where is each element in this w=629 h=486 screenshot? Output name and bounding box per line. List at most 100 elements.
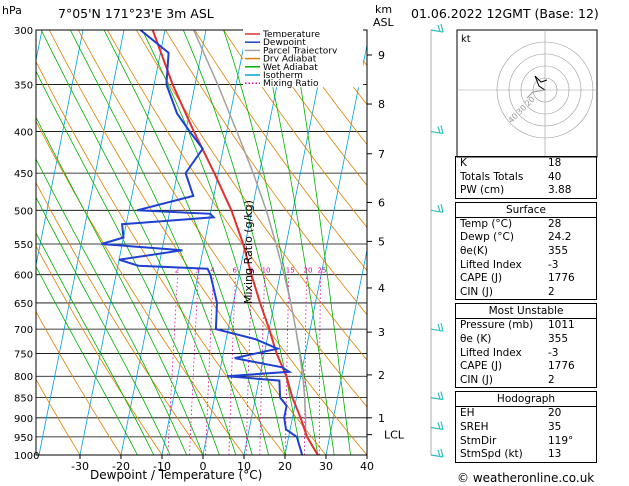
isotherm-line bbox=[284, 42, 367, 455]
plot-frame bbox=[35, 29, 368, 456]
mu-pres-value: 1011 bbox=[548, 319, 575, 332]
wind-barb bbox=[430, 125, 444, 135]
wind-barb-flag bbox=[437, 392, 441, 400]
isotherm-line bbox=[36, 30, 84, 268]
pressure-tick-label: 650 bbox=[14, 299, 33, 310]
surface-cin-label: CIN (J) bbox=[460, 285, 493, 298]
legend-bg bbox=[243, 78, 363, 88]
stmdir-label: StmDir bbox=[460, 434, 497, 447]
wind-barb bbox=[430, 421, 444, 431]
x-tick-label: 10 bbox=[237, 460, 251, 473]
dry-adiabat-line bbox=[223, 30, 367, 229]
hpa-label: hPa bbox=[2, 4, 22, 17]
x-tick-label: 30 bbox=[319, 460, 333, 473]
surface-temp-value: 28 bbox=[548, 217, 562, 230]
wet-adiabat-line bbox=[36, 196, 171, 455]
srh-label: SREH bbox=[460, 420, 489, 433]
wind-barb-flag bbox=[437, 24, 441, 32]
wet-adiabat-line bbox=[36, 265, 138, 455]
wet-adiabat-line bbox=[36, 116, 204, 455]
dry-adiabat-line bbox=[36, 378, 81, 455]
dry-adiabat-line bbox=[77, 30, 367, 455]
dry-adiabat-line bbox=[48, 30, 327, 455]
mixing-ratio-label: 6 bbox=[232, 267, 237, 275]
legend-bg bbox=[243, 61, 363, 71]
pressure-tick-label: 950 bbox=[14, 433, 33, 444]
mu-cape-value: 1776 bbox=[548, 360, 575, 373]
wet-adiabat-line bbox=[40, 30, 237, 455]
dry-adiabat-line bbox=[36, 120, 245, 455]
mu-theta-label: θe (K) bbox=[460, 332, 492, 345]
asl-label: ASL bbox=[373, 16, 394, 29]
wind-barb bbox=[430, 322, 444, 332]
mu-cin-value: 2 bbox=[548, 373, 555, 386]
tt-value: 40 bbox=[548, 170, 562, 183]
wind-barb-flag bbox=[440, 125, 444, 134]
km-label: km bbox=[375, 3, 393, 16]
profile-lines bbox=[101, 30, 319, 455]
legend-bg bbox=[243, 53, 363, 63]
mu-li-value: -3 bbox=[548, 346, 559, 359]
mixing-ratio-label: 4 bbox=[210, 267, 215, 275]
legend-entry: Dry Adiabat bbox=[263, 55, 317, 65]
x-tick-label: 0 bbox=[200, 460, 207, 473]
km-tick-label: 9 bbox=[378, 49, 385, 62]
pressure-tick-label: 400 bbox=[14, 128, 33, 139]
mixing-ratio-label: 2 bbox=[175, 267, 179, 275]
mixing-ratio-label: 15 bbox=[286, 267, 295, 275]
wind-barb-flag bbox=[437, 449, 441, 457]
wet-adiabat-line bbox=[36, 70, 220, 455]
pressure-tick-label: 550 bbox=[14, 240, 33, 251]
tt-label: Totals Totals bbox=[460, 170, 524, 183]
legend-entry: Parcel Trajectory bbox=[263, 46, 338, 56]
pressure-tick-label: 850 bbox=[14, 394, 33, 405]
x-tick-label: -30 bbox=[71, 460, 89, 473]
wet-adiabat-line bbox=[36, 158, 187, 455]
x-tick-label: -10 bbox=[153, 460, 171, 473]
surface-dewp-label: Dewp (°C) bbox=[460, 231, 514, 244]
isotherm-line bbox=[38, 30, 125, 455]
mixing-ratio-label: 10 bbox=[262, 267, 271, 275]
km-tick-label: 3 bbox=[378, 326, 385, 339]
wind-barb-flag bbox=[437, 422, 441, 430]
indices-box: K 18 Totals Totals 40 PW (cm) 3.88 bbox=[455, 156, 597, 199]
dry-adiabat-line bbox=[194, 30, 367, 272]
surface-temp-label: Temp (°C) bbox=[460, 217, 513, 230]
wind-barb-flag bbox=[440, 448, 444, 458]
wind-barb-staff bbox=[430, 130, 444, 135]
mixing-ratio-label: 25 bbox=[318, 267, 327, 275]
wet-adiabat-line bbox=[141, 30, 286, 455]
wind-barbs bbox=[430, 23, 444, 458]
legend-entry: Isotherm bbox=[263, 71, 303, 81]
legend-entry: Wet Adiabat bbox=[263, 63, 318, 73]
pressure-tick-label: 900 bbox=[14, 414, 33, 425]
dry-adiabat-line bbox=[36, 310, 122, 455]
parcel-trajectory-line bbox=[193, 30, 319, 455]
mixing-ratio-line bbox=[245, 274, 253, 455]
dry-adiabat-line bbox=[136, 30, 367, 361]
mixing-ratio-line bbox=[205, 274, 214, 455]
dewpoint-line bbox=[101, 30, 304, 455]
wind-barb bbox=[430, 204, 444, 213]
wet-adiabat-line bbox=[259, 30, 335, 455]
eh-value: 20 bbox=[548, 407, 562, 420]
dry-adiabat-line bbox=[165, 30, 367, 316]
km-tick-label: 6 bbox=[378, 196, 385, 209]
mixing-ratio-line bbox=[228, 274, 236, 455]
height-axis: 1 2 3 4 5 6 7 8 9 LCL bbox=[367, 49, 405, 442]
legend-bg bbox=[243, 37, 363, 47]
temperature-axis: -30 -20 -10 0 10 20 30 40 bbox=[71, 455, 374, 473]
legend-entry: Temperature bbox=[262, 30, 320, 40]
pressure-tick-label: 1000 bbox=[14, 451, 39, 462]
pw-label: PW (cm) bbox=[460, 184, 505, 197]
credit: © weatheronline.co.uk bbox=[457, 471, 595, 485]
pressure-tick-label: 450 bbox=[14, 169, 33, 180]
surface-dewp-value: 24.2 bbox=[548, 231, 572, 244]
dry-adiabat-line bbox=[252, 30, 367, 187]
isotherm-line bbox=[79, 30, 166, 455]
info-panel: K 18 Totals Totals 40 PW (cm) 3.88 Surface … bbox=[455, 156, 597, 463]
hodograph-frame bbox=[456, 29, 598, 158]
mu-theta-value: 355 bbox=[548, 332, 569, 345]
wind-barb-flag bbox=[440, 322, 444, 332]
